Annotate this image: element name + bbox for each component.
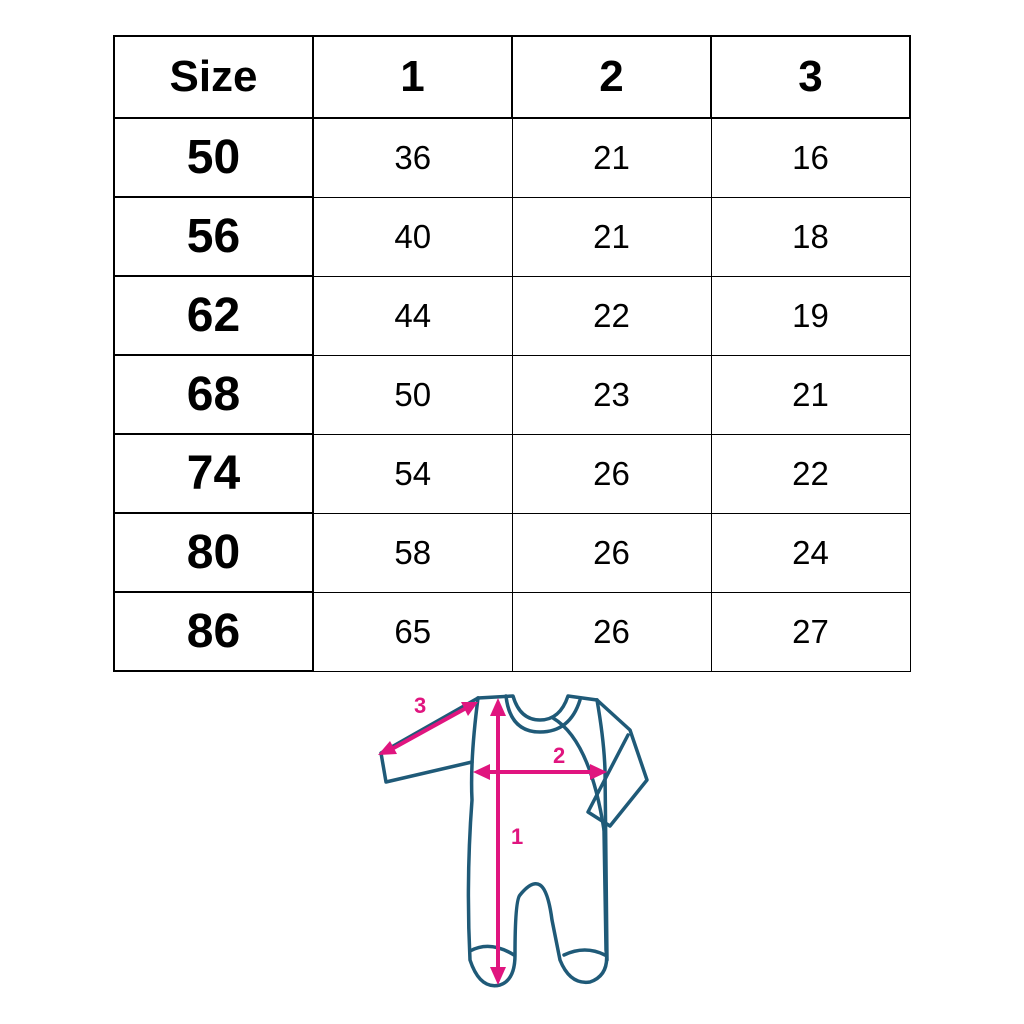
arrowhead-icon: [490, 967, 506, 985]
measurement-cell-3: 22: [710, 433, 911, 514]
measurement-arrows: [378, 698, 607, 985]
measurement-cell-1: 36: [312, 117, 513, 198]
size-cell: 56: [113, 196, 314, 277]
bodysuit-outline: [379, 694, 649, 988]
table-row: 56 40 21 18: [113, 196, 911, 277]
size-cell: 50: [113, 117, 314, 198]
arrowhead-icon: [473, 764, 490, 780]
measurement-cell-3: 24: [710, 512, 911, 593]
table-row: 50 36 21 16: [113, 117, 911, 198]
size-cell: 62: [113, 275, 314, 356]
measurement-cell-3: 21: [710, 354, 911, 435]
measurement-cell-3: 18: [710, 196, 911, 277]
measurement-cell-1: 50: [312, 354, 513, 435]
arrow-sleeve: [389, 705, 469, 752]
table-row: 68 50 23 21: [113, 354, 911, 435]
table-row: 62 44 22 19: [113, 275, 911, 356]
header-2: 2: [511, 35, 712, 119]
measurement-cell-1: 54: [312, 433, 513, 514]
measurement-cell-3: 19: [710, 275, 911, 356]
table-header-row: Size 1 2 3: [113, 35, 911, 119]
size-cell: 86: [113, 591, 314, 672]
table-row: 74 54 26 22: [113, 433, 911, 514]
table-row: 86 65 26 27: [113, 591, 911, 672]
size-chart-table: Size 1 2 3 50 36 21 16 56 40 21 18 62 44 22 19 68 50 2…: [113, 35, 911, 672]
measurement-cell-2: 26: [511, 512, 712, 593]
size-cell: 74: [113, 433, 314, 514]
header-1: 1: [312, 35, 513, 119]
measurement-cell-3: 16: [710, 117, 911, 198]
header-size: Size: [113, 35, 314, 119]
arrowhead-icon: [461, 702, 478, 716]
measurement-cell-2: 21: [511, 196, 712, 277]
size-cell: 80: [113, 512, 314, 593]
size-cell: 68: [113, 354, 314, 435]
arrowhead-icon: [590, 764, 607, 780]
measurement-cell-1: 44: [312, 275, 513, 356]
measurement-cell-1: 40: [312, 196, 513, 277]
label-3: 3: [414, 693, 426, 718]
label-1: 1: [511, 824, 523, 849]
label-2: 2: [553, 743, 565, 768]
table-row: 80 58 26 24: [113, 512, 911, 593]
arrowhead-icon: [378, 741, 397, 755]
arrowhead-icon: [490, 698, 506, 716]
measurement-cell-2: 26: [511, 433, 712, 514]
header-3: 3: [710, 35, 911, 119]
measurement-cell-3: 27: [710, 591, 911, 672]
